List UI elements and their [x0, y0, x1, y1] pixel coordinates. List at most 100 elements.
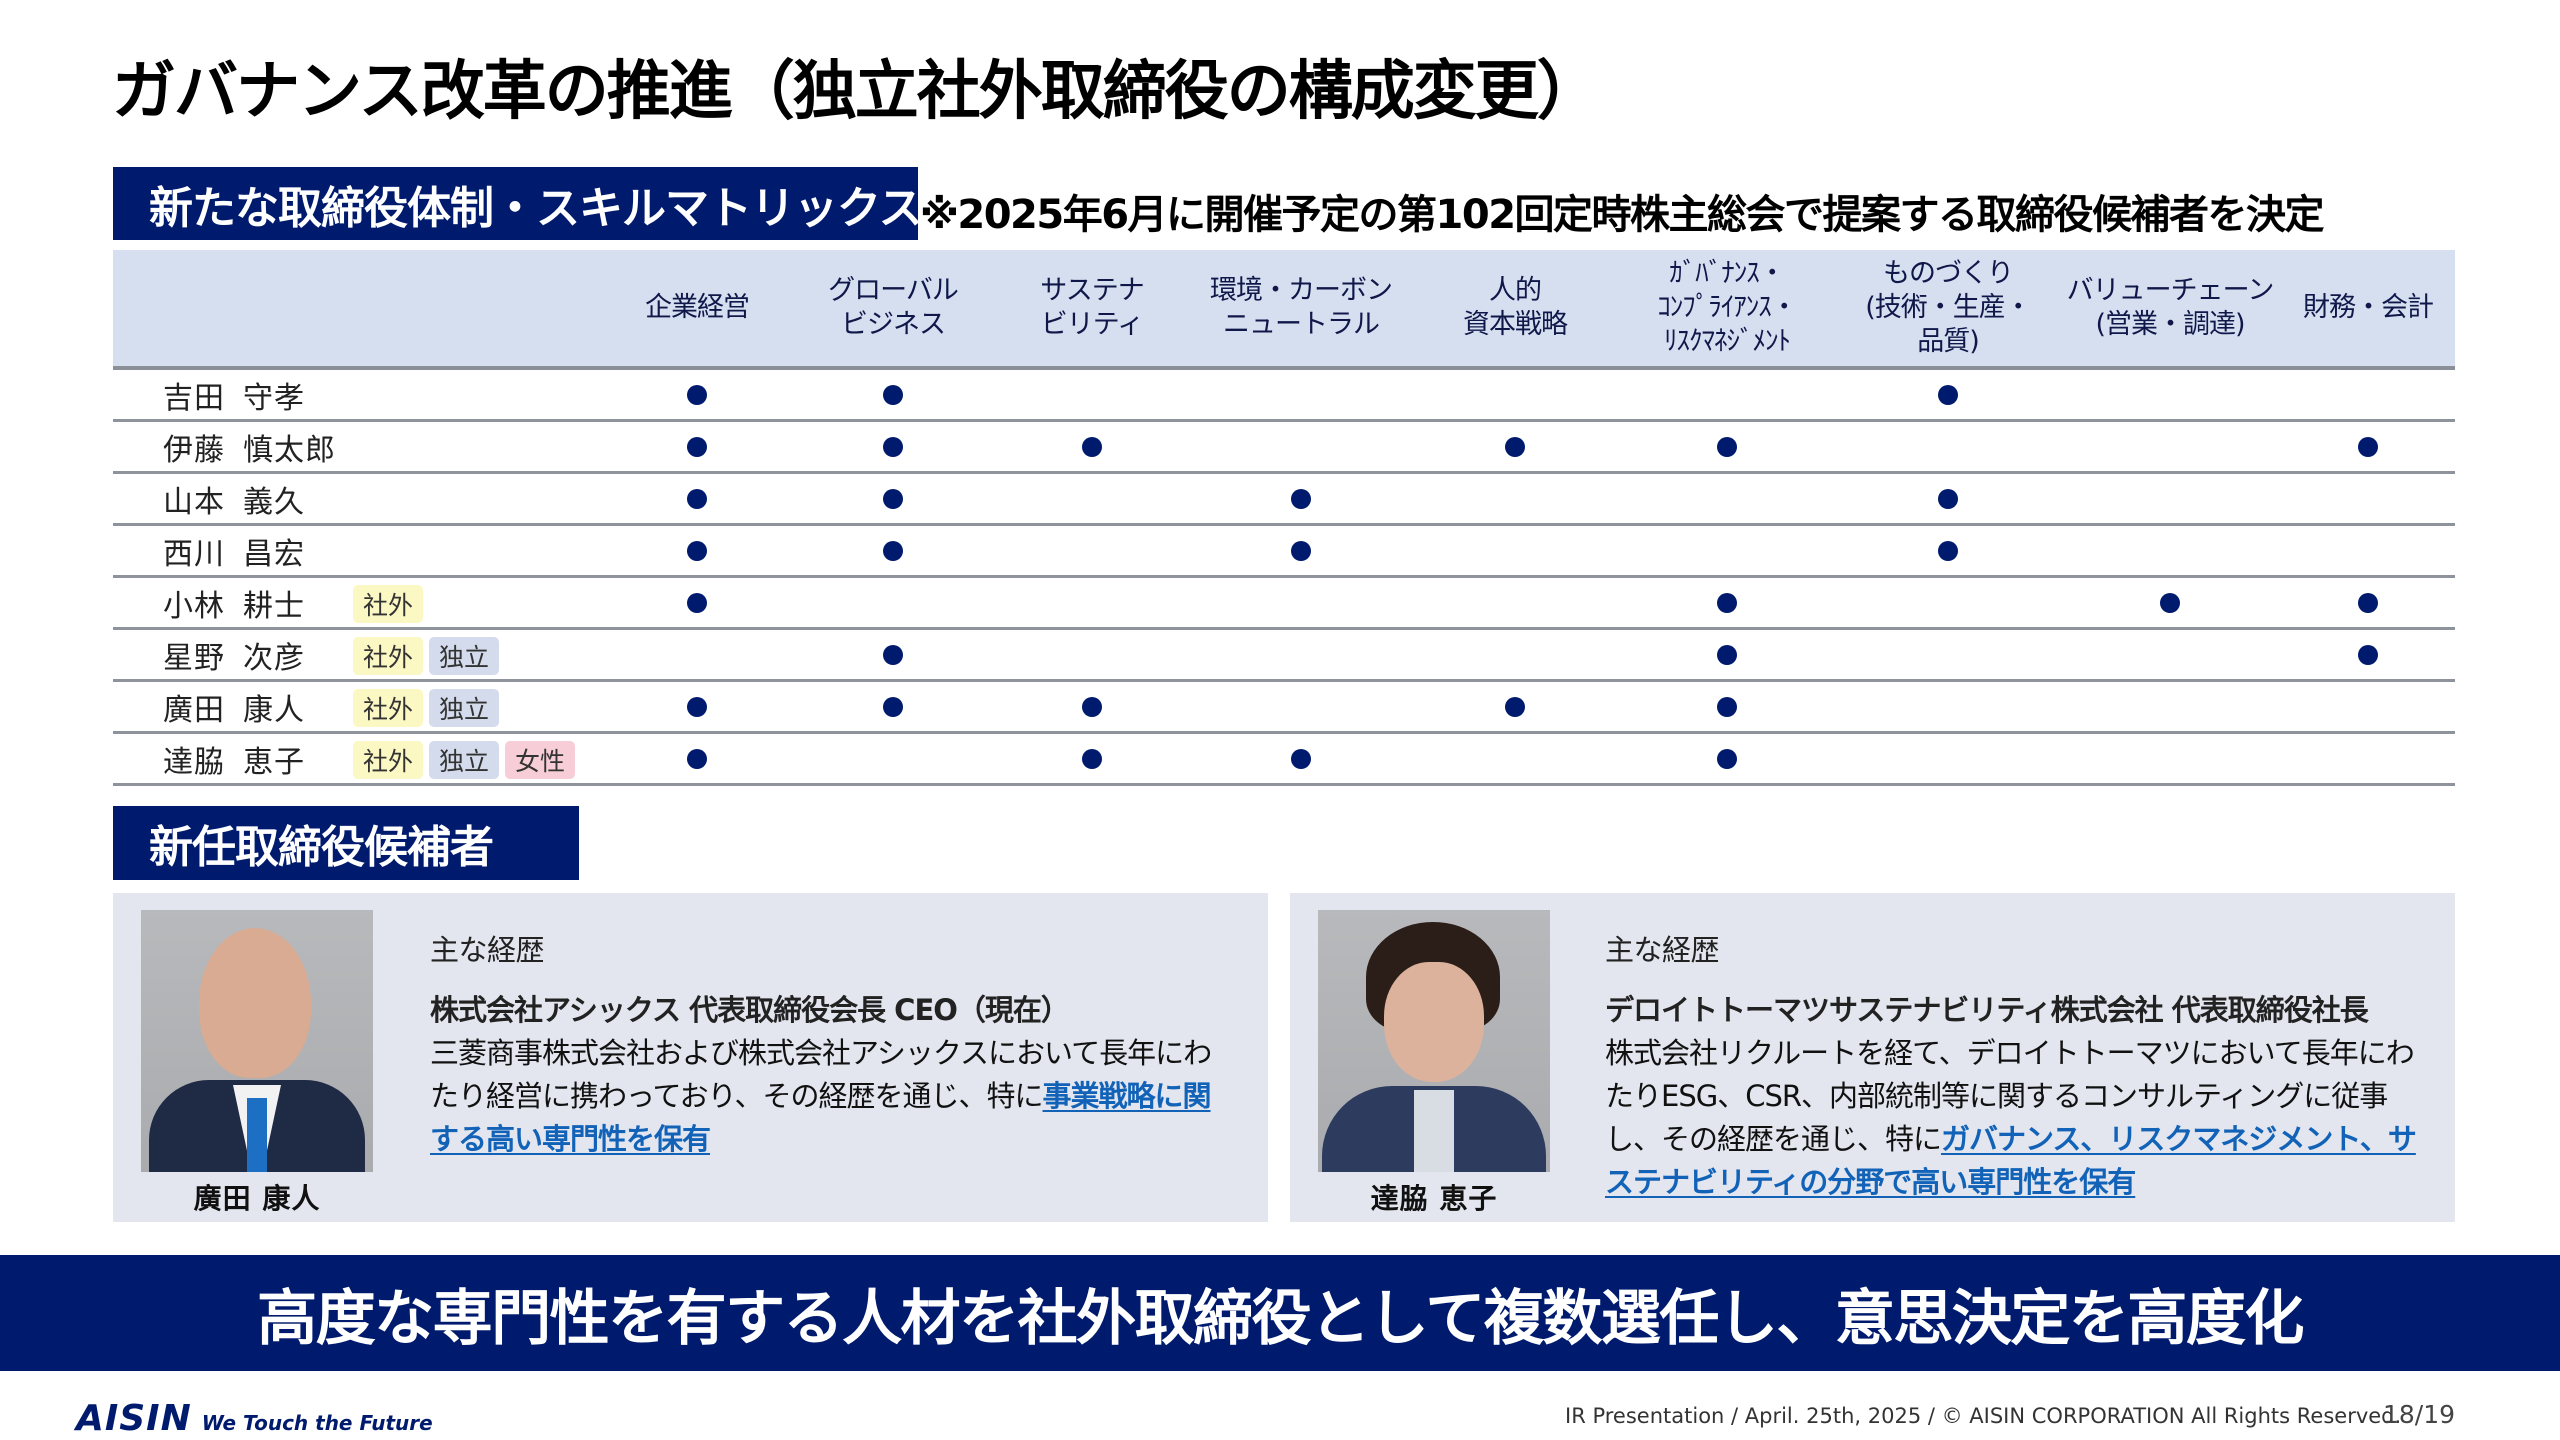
skill-dot-icon: [883, 645, 903, 665]
skill-dot-icon: [1082, 697, 1102, 717]
director-tags: 社外 独立 女性: [353, 741, 576, 779]
director-tags: 社外: [353, 585, 424, 623]
director-row: 星野 次彦 社外 独立: [113, 630, 2455, 682]
tag-outside: 社外: [353, 585, 424, 623]
skill-dot-icon: [687, 697, 707, 717]
director-tags: 社外 独立: [353, 689, 500, 727]
column-header: ｶﾞﾊﾞﾅﾝｽ・ ｺﾝﾌﾟﾗｲｱﾝｽ・ ﾘｽｸﾏﾈｼﾞﾒﾝﾄ: [1657, 258, 1798, 357]
director-row: 達脇 恵子 社外 独立 女性: [113, 734, 2455, 786]
conclusion-banner: 高度な専門性を有する人材を社外取締役として複数選任し、意思決定を高度化: [0, 1255, 2560, 1371]
director-tags: 社外 独立: [353, 637, 500, 675]
skill-dot-icon: [1505, 437, 1525, 457]
family-name: 吉田: [163, 380, 225, 416]
skill-dot-icon: [1082, 437, 1102, 457]
column-header: サステナ ビリティ: [1040, 275, 1144, 340]
family-name: 西川: [163, 536, 225, 572]
family-name: 達脇: [163, 744, 225, 780]
director-row: 吉田 守孝: [113, 370, 2455, 422]
column-header: 企業経営: [645, 292, 750, 323]
candidate-photo: [1318, 910, 1550, 1172]
director-row: 小林 耕士 社外: [113, 578, 2455, 630]
copyright: IR Presentation / April. 25th, 2025 / © …: [1565, 1404, 2402, 1428]
skill-dot-icon: [1717, 437, 1737, 457]
director-row: 廣田 康人 社外 独立: [113, 682, 2455, 734]
column-header: バリューチェーン (営業・調達): [2066, 275, 2275, 340]
given-name: 康人: [243, 692, 305, 728]
skill-dot-icon: [883, 697, 903, 717]
tag-independent: 独立: [429, 689, 500, 727]
skill-matrix: 企業経営 グローバル ビジネス サステナ ビリティ 環境・カーボン ニュートラル 人的 …: [113, 250, 2455, 786]
director-name: 伊藤 慎太郎: [163, 422, 336, 471]
skill-dot-icon: [1291, 541, 1311, 561]
skill-dot-icon: [1938, 385, 1958, 405]
skill-dot-icon: [1717, 593, 1737, 613]
family-name: 小林: [163, 588, 225, 624]
logo-wordmark: AISIN: [76, 1398, 192, 1439]
skill-dot-icon: [883, 541, 903, 561]
skill-dot-icon: [687, 385, 707, 405]
skill-dot-icon: [687, 541, 707, 561]
candidate-photo: [141, 910, 373, 1172]
skill-dot-icon: [2160, 593, 2180, 613]
career-title: 株式会社アシックス 代表取締役会長 CEO（現在）: [430, 993, 1070, 1027]
agm-note: ※2025年6月に開催予定の第102回定時株主総会で提案する取締役候補者を決定: [920, 192, 2325, 238]
career-description: 三菱商事株式会社および株式会社アシックスにおいて長年にわたり経営に携わっており、…: [430, 1032, 1230, 1161]
candidate-card-tatsuwaki: 達脇 恵子 主な経歴 デロイトトーマツサステナビリティ株式会社 代表取締役社長 …: [1290, 893, 2455, 1222]
aisin-logo: AISIN We Touch the Future: [76, 1398, 433, 1439]
career-highlight: 事業戦略に関する高い専門性を保有: [430, 1079, 1212, 1156]
skill-dot-icon: [1717, 697, 1737, 717]
column-header: 人的 資本戦略: [1463, 275, 1568, 340]
page-number: 18/19: [2383, 1400, 2456, 1429]
skill-dot-icon: [883, 489, 903, 509]
skill-dot-icon: [883, 437, 903, 457]
skill-dot-icon: [1938, 489, 1958, 509]
skills-section-heading: 新たな取締役体制・スキルマトリックス: [113, 167, 923, 240]
tag-independent: 独立: [429, 741, 500, 779]
tag-outside: 社外: [353, 637, 424, 675]
candidate-name: 達脇 恵子: [1370, 1182, 1498, 1215]
skill-dot-icon: [1291, 749, 1311, 769]
skill-dot-icon: [687, 593, 707, 613]
column-header: ものづくり (技術・生産・ 品質): [1865, 258, 2032, 357]
matrix-body: 吉田 守孝 伊藤 慎太郎 山本 義久 西川 昌宏 小林 耕士 社外 星野 次彦 社外 独立 廣田 康人 社外 独立達…: [113, 370, 2455, 786]
given-name: 義久: [243, 484, 305, 520]
skill-dot-icon: [1291, 489, 1311, 509]
career-description: 株式会社リクルートを経て、デロイトトーマツにおいて長年にわたりESG、CSR、内…: [1605, 1032, 2425, 1204]
family-name: 伊藤: [163, 432, 225, 468]
career-highlight: ガバナンス、リスクマネジメント、サステナビリティの分野で高い専門性を保有: [1605, 1122, 2417, 1199]
career-title: デロイトトーマツサステナビリティ株式会社 代表取締役社長: [1605, 993, 2369, 1027]
given-name: 慎太郎: [243, 432, 336, 468]
given-name: 次彦: [243, 640, 305, 676]
career-block: 主な経歴 株式会社アシックス 代表取締役会長 CEO（現在） 三菱商事株式会社お…: [430, 927, 1248, 1161]
director-name: 廣田 康人: [163, 682, 305, 731]
skill-dot-icon: [687, 749, 707, 769]
skill-dot-icon: [1717, 645, 1737, 665]
family-name: 星野: [163, 640, 225, 676]
skill-dot-icon: [687, 489, 707, 509]
footer: AISIN We Touch the Future IR Presentatio…: [0, 1390, 2560, 1440]
page-title: ガバナンス改革の推進（独立社外取締役の構成変更）: [112, 55, 1601, 129]
career-block: 主な経歴 デロイトトーマツサステナビリティ株式会社 代表取締役社長 株式会社リク…: [1605, 927, 2435, 1204]
director-row: 伊藤 慎太郎: [113, 422, 2455, 474]
skill-dot-icon: [1717, 749, 1737, 769]
column-header: 財務・会計: [2303, 292, 2434, 323]
career-label: 主な経歴: [1605, 933, 1720, 967]
career-label: 主な経歴: [430, 933, 545, 967]
column-header: 環境・カーボン ニュートラル: [1210, 275, 1393, 340]
tag-outside: 社外: [353, 689, 424, 727]
career-text: 株式会社リクルートを経て、デロイトトーマツにおいて長年にわたりESG、CSR、内…: [1605, 1036, 2415, 1156]
skill-dot-icon: [1938, 541, 1958, 561]
candidates-section-heading: 新任取締役候補者: [113, 806, 579, 880]
skill-dot-icon: [1505, 697, 1525, 717]
given-name: 耕士: [243, 588, 305, 624]
given-name: 守孝: [243, 380, 305, 416]
logo-tagline: We Touch the Future: [201, 1411, 433, 1435]
tag-outside: 社外: [353, 741, 424, 779]
given-name: 昌宏: [243, 536, 305, 572]
skill-dot-icon: [1082, 749, 1102, 769]
skill-dot-icon: [2358, 437, 2378, 457]
column-header: グローバル ビジネス: [828, 275, 959, 340]
director-name: 星野 次彦: [163, 630, 305, 679]
family-name: 山本: [163, 484, 225, 520]
skill-dot-icon: [2358, 645, 2378, 665]
